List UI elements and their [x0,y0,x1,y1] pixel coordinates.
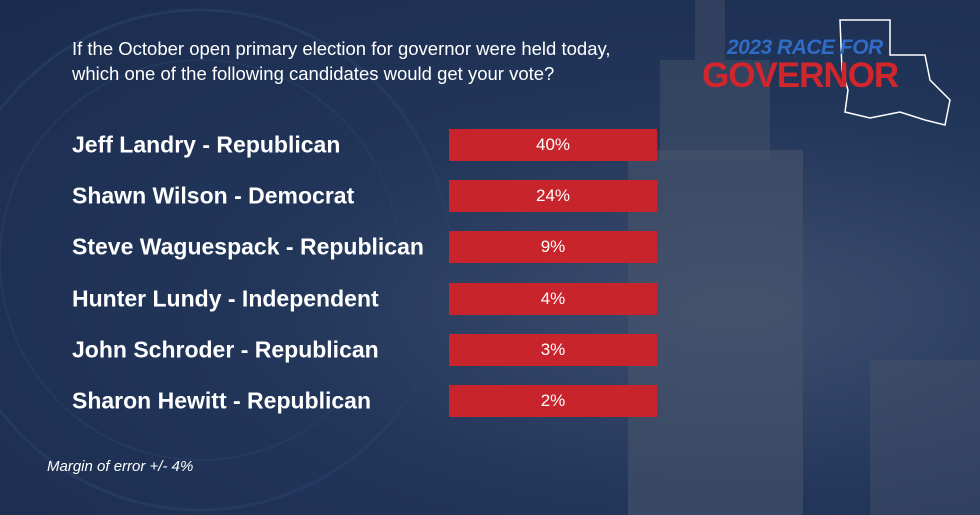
candidate-name: Steve Waguespack - Republican [72,233,424,260]
result-box: 4% [449,282,657,315]
logo-line: 2023 RACE FOR [727,36,883,59]
result-box: 24% [449,180,657,213]
question: If the October open primary election for… [72,38,611,59]
candidate-name: John Schroder - Republican [72,336,379,363]
question: which one of the following candidates wo… [72,63,555,84]
result-box: 2% [449,385,657,417]
result-box: 40% [449,129,657,161]
candidate-name: Hunter Lundy - Independent [72,285,379,312]
candidate-name: Shawn Wilson - Democrat [72,182,355,209]
result-box: 3% [449,333,657,366]
footnote: Margin of error +/- 4% [47,458,194,475]
candidate-name: Jeff Landry - Republican [72,131,341,158]
candidate-name: Sharon Hewitt - Republican [72,387,372,414]
result-box: 9% [449,231,657,264]
logo-title: GOVERNOR [702,56,899,95]
